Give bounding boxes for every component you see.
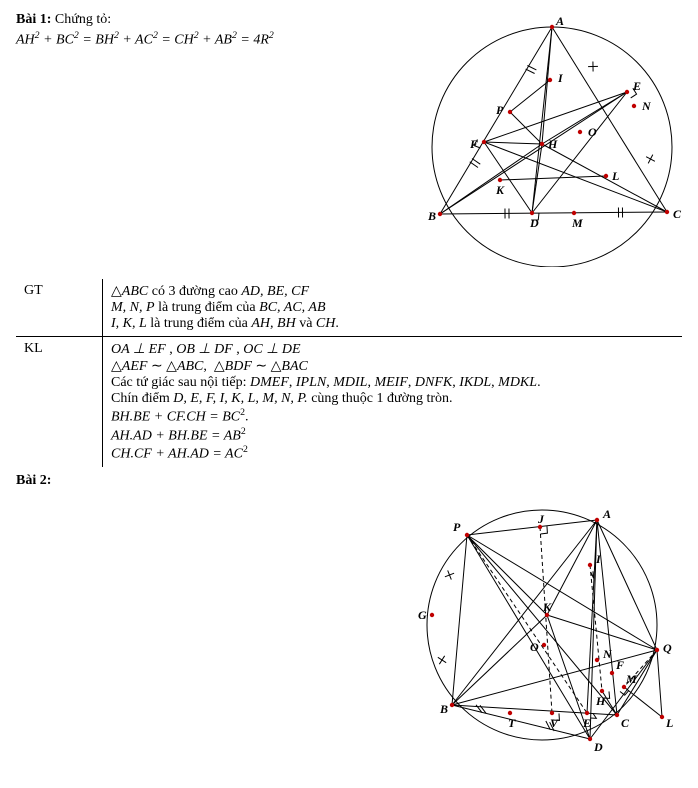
svg-text:I: I	[557, 71, 564, 85]
svg-text:A: A	[602, 507, 611, 521]
bai2-figure-row: APGBDCQJIKONFMHEVTL	[16, 495, 682, 755]
kl-line: AH.AD + BH.BE = AB2	[111, 426, 674, 445]
gt-line: I, K, L là trung điểm của AH, BH và CH.	[111, 316, 674, 332]
svg-text:G: G	[418, 608, 427, 622]
svg-text:K: K	[495, 183, 505, 197]
svg-text:E: E	[582, 716, 591, 730]
kl-line: Chín điểm D, E, F, I, K, L, M, N, P. cùn…	[111, 391, 674, 407]
figure-1-wrap: A B C D E F H I K L M N O P	[382, 12, 682, 267]
svg-text:H: H	[547, 137, 558, 151]
bai1-heading-prefix: Bài 1:	[16, 12, 51, 27]
gt-content: △ABC có 3 đường cao AD, BE, CFM, N, P là…	[103, 279, 683, 337]
figure-1: A B C D E F H I K L M N O P	[382, 12, 682, 267]
kl-row: KL OA ⊥ EF , OB ⊥ DF , OC ⊥ DE△AEF ∼ △AB…	[16, 337, 682, 467]
svg-text:D: D	[593, 740, 603, 754]
figure-2: APGBDCQJIKONFMHEVTL	[372, 495, 682, 755]
svg-text:H: H	[595, 694, 606, 708]
svg-text:A: A	[555, 14, 564, 28]
svg-text:F: F	[469, 137, 478, 151]
svg-text:C: C	[673, 207, 682, 221]
gt-label: GT	[16, 279, 103, 337]
svg-text:M: M	[625, 672, 637, 686]
kl-label: KL	[16, 337, 103, 467]
gt-line: △ABC có 3 đường cao AD, BE, CF	[111, 283, 674, 300]
svg-text:E: E	[632, 79, 641, 93]
bai1-row: Bài 1: Chứng tỏ: AH2 + BC2 = BH2 + AC2 =…	[16, 12, 682, 267]
svg-text:P: P	[496, 103, 504, 117]
svg-text:T: T	[508, 716, 516, 730]
kl-line: CH.CF + AH.AD = AC2	[111, 444, 674, 463]
bai2-heading: Bài 2:	[16, 473, 682, 489]
svg-text:O: O	[588, 125, 597, 139]
svg-text:K: K	[542, 600, 552, 614]
svg-text:D: D	[529, 216, 539, 230]
kl-line: OA ⊥ EF , OB ⊥ DF , OC ⊥ DE	[111, 341, 674, 358]
svg-text:P: P	[453, 520, 461, 534]
figure-2-wrap: APGBDCQJIKONFMHEVTL	[372, 495, 682, 755]
svg-text:L: L	[665, 716, 673, 730]
svg-text:O: O	[530, 640, 539, 654]
svg-text:C: C	[621, 716, 630, 730]
svg-text:M: M	[571, 216, 583, 230]
kl-line: BH.BE + CF.CH = BC2.	[111, 407, 674, 426]
svg-text:L: L	[611, 169, 619, 183]
bai1-heading: Bài 1: Chứng tỏ:	[16, 12, 374, 28]
gt-line: M, N, P là trung điểm của BC, AC, AB	[111, 300, 674, 316]
bai1-text: Bài 1: Chứng tỏ: AH2 + BC2 = BH2 + AC2 =…	[16, 12, 374, 49]
svg-text:N: N	[641, 99, 652, 113]
svg-text:N: N	[602, 647, 613, 661]
bai1-equation: AH2 + BC2 = BH2 + AC2 = CH2 + AB2 = 4R2	[16, 30, 374, 49]
kl-line: △AEF ∼ △ABC, △BDF ∼ △BAC	[111, 358, 674, 375]
kl-content: OA ⊥ EF , OB ⊥ DF , OC ⊥ DE△AEF ∼ △ABC, …	[103, 337, 683, 467]
gt-row: GT △ABC có 3 đường cao AD, BE, CFM, N, P…	[16, 279, 682, 337]
kl-line: Các tứ giác sau nội tiếp: DMEF, IPLN, MD…	[111, 375, 674, 391]
gtkl-table: GT △ABC có 3 đường cao AD, BE, CFM, N, P…	[16, 279, 682, 467]
svg-text:V: V	[550, 716, 559, 730]
svg-text:F: F	[615, 658, 624, 672]
svg-text:J: J	[537, 512, 545, 526]
svg-text:Q: Q	[663, 641, 672, 655]
svg-text:B: B	[439, 702, 448, 716]
bai1-heading-rest: Chứng tỏ:	[51, 12, 111, 27]
svg-text:B: B	[427, 209, 436, 223]
